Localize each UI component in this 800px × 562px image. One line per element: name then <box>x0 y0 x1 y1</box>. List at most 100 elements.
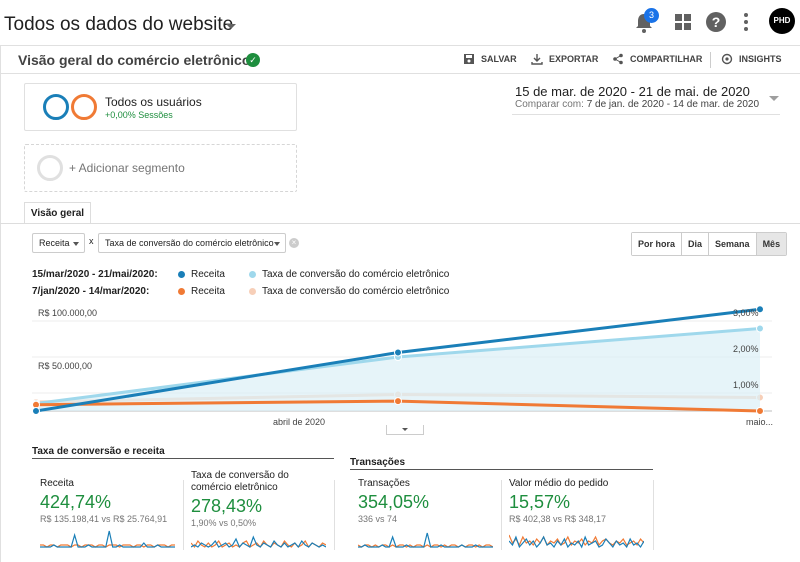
insights-label: INSIGHTS <box>739 54 782 64</box>
sparkline-conversion-rate <box>191 535 326 549</box>
segment-current-ring-icon <box>43 94 69 120</box>
date-range-dropdown-icon[interactable] <box>769 96 779 101</box>
legend-dot-icon <box>178 288 185 295</box>
collapse-chart-toggle[interactable] <box>386 425 424 435</box>
add-segment-label: + Adicionar segmento <box>69 161 185 175</box>
metric-conversion-rate[interactable]: Taxa de conversão do comércio eletrônico… <box>191 470 326 528</box>
sparkline-current <box>358 532 493 548</box>
data-point <box>32 407 40 415</box>
metric-compare: R$ 135.198,41 vs R$ 25.764,91 <box>40 514 168 524</box>
metric2-select[interactable]: Taxa de conversão do comércio eletrônico <box>98 233 286 253</box>
legend-series-label: Taxa de conversão do comércio eletrônico <box>262 286 450 297</box>
metric-divider <box>183 480 184 550</box>
sparkline-transactions <box>358 532 493 548</box>
legend-series-label: Receita <box>191 269 225 280</box>
legend-dot-icon <box>249 271 256 278</box>
chart-canvas <box>32 305 772 415</box>
left-border <box>0 46 1 562</box>
metric-revenue[interactable]: Receita 424,74% R$ 135.198,41 vs R$ 25.7… <box>40 478 185 524</box>
section-rule <box>350 469 653 470</box>
metric-x-separator: x <box>89 236 94 246</box>
granularity-week-button[interactable]: Semana <box>709 233 757 255</box>
segment-compare-ring-icon <box>71 94 97 120</box>
compare-range: 7 de jan. de 2020 - 14 de mar. de 2020 <box>586 99 760 110</box>
verified-shield-icon: ✓ <box>246 53 260 67</box>
notification-badge: 3 <box>644 8 659 23</box>
share-icon <box>613 53 623 65</box>
metric-value: 278,43% <box>191 496 263 516</box>
metric-transactions[interactable]: Transações 354,05% 336 vs 74 <box>358 478 493 524</box>
metric-name: Taxa de conversão do comércio eletrônico <box>191 470 289 493</box>
more-menu-icon[interactable] <box>744 13 748 31</box>
granularity-hour-button[interactable]: Por hora <box>632 233 683 255</box>
data-point <box>394 348 402 357</box>
data-point <box>756 407 764 415</box>
metric1-select[interactable]: Receita <box>32 233 85 253</box>
metric-value: 354,05% <box>358 492 430 512</box>
apps-icon[interactable] <box>675 14 691 30</box>
metric-compare: 1,90% vs 0,50% <box>191 518 257 528</box>
insights-icon <box>721 53 733 65</box>
data-point <box>756 324 764 333</box>
legend-current-range: 15/mar/2020 - 21/mai/2020: <box>32 269 158 280</box>
date-range-primary[interactable]: 15 de mar. de 2020 - 21 de mai. de 2020 <box>515 84 750 99</box>
property-selector[interactable]: Todos os dados do website <box>4 14 234 35</box>
legend-previous: 7/jan/2020 - 14/mar/2020: Receita Taxa d… <box>32 286 449 297</box>
x-tick-label: abril de 2020 <box>273 417 326 427</box>
export-button[interactable]: EXPORTAR <box>531 53 598 65</box>
save-label: SALVAR <box>481 54 517 64</box>
sparkline-revenue <box>40 530 175 548</box>
legend-dot-icon <box>178 271 185 278</box>
sparkline-avg-order-value <box>509 534 644 549</box>
y-left-tick-label: R$ 100.000,00 <box>38 308 98 318</box>
line-chart <box>32 303 772 415</box>
sparkline-previous <box>40 544 175 548</box>
section-rule <box>32 458 334 459</box>
insights-button[interactable]: INSIGHTS <box>721 53 782 65</box>
granularity-month-button[interactable]: Mês <box>756 233 787 255</box>
segment-name: Todos os usuários <box>105 95 202 109</box>
date-range-compare[interactable]: Comparar com: 7 de jan. de 2020 - 14 de … <box>515 99 759 110</box>
metric-value: 424,74% <box>40 492 112 512</box>
legend-series-label: Receita <box>191 286 225 297</box>
data-point <box>394 397 402 406</box>
segment-all-users[interactable]: Todos os usuários +0,00% Sessões <box>24 83 297 131</box>
download-icon <box>531 54 543 65</box>
metric-divider <box>334 480 335 550</box>
compare-prefix: Comparar com: <box>515 99 584 110</box>
sparkline-current <box>191 535 326 549</box>
metric-avg-order-value[interactable]: Valor médio do pedido 15,57% R$ 402,38 v… <box>509 478 649 524</box>
metric-name: Transações <box>358 478 410 489</box>
tab-overview[interactable]: Visão geral <box>24 202 91 224</box>
save-button[interactable]: SALVAR <box>463 53 517 65</box>
metric-divider <box>653 480 654 550</box>
clear-metric-icon[interactable]: × <box>289 238 299 248</box>
page-title: Visão geral do comércio eletrônico <box>18 52 251 68</box>
save-icon <box>464 54 474 64</box>
sparkline-current <box>40 530 175 548</box>
divider <box>710 52 711 68</box>
y-left-tick-label: R$ 50.000,00 <box>38 361 93 371</box>
metric-divider <box>501 480 502 550</box>
granularity-toggle: Por hora Dia Semana Mês <box>631 232 788 256</box>
granularity-day-button[interactable]: Dia <box>682 233 710 255</box>
section-title: Transações <box>350 457 406 468</box>
avatar[interactable]: PHD <box>769 8 795 34</box>
add-segment-ring-icon <box>37 155 63 181</box>
section-title: Taxa de conversão e receita <box>32 446 165 457</box>
legend-previous-range: 7/jan/2020 - 14/mar/2020: <box>32 286 150 297</box>
legend-series-label: Taxa de conversão do comércio eletrônico <box>262 269 450 280</box>
help-icon[interactable]: ? <box>706 12 726 32</box>
property-dropdown-icon[interactable] <box>226 24 236 29</box>
tab-divider <box>0 223 800 224</box>
y-right-tick-label: 2,00% <box>733 344 759 354</box>
metric-name: Valor médio do pedido <box>509 478 609 489</box>
share-button[interactable]: COMPARTILHAR <box>612 53 702 65</box>
metric-name: Receita <box>40 478 74 489</box>
date-range-underline <box>512 114 780 115</box>
segment-sessions-change: +0,00% Sessões <box>105 110 173 120</box>
add-segment-button[interactable]: + Adicionar segmento <box>24 144 297 192</box>
top-bar: Todos os dados do website 3 ? PHD <box>0 0 800 46</box>
legend-current: 15/mar/2020 - 21/mai/2020: Receita Taxa … <box>32 269 449 280</box>
export-label: EXPORTAR <box>549 54 599 64</box>
